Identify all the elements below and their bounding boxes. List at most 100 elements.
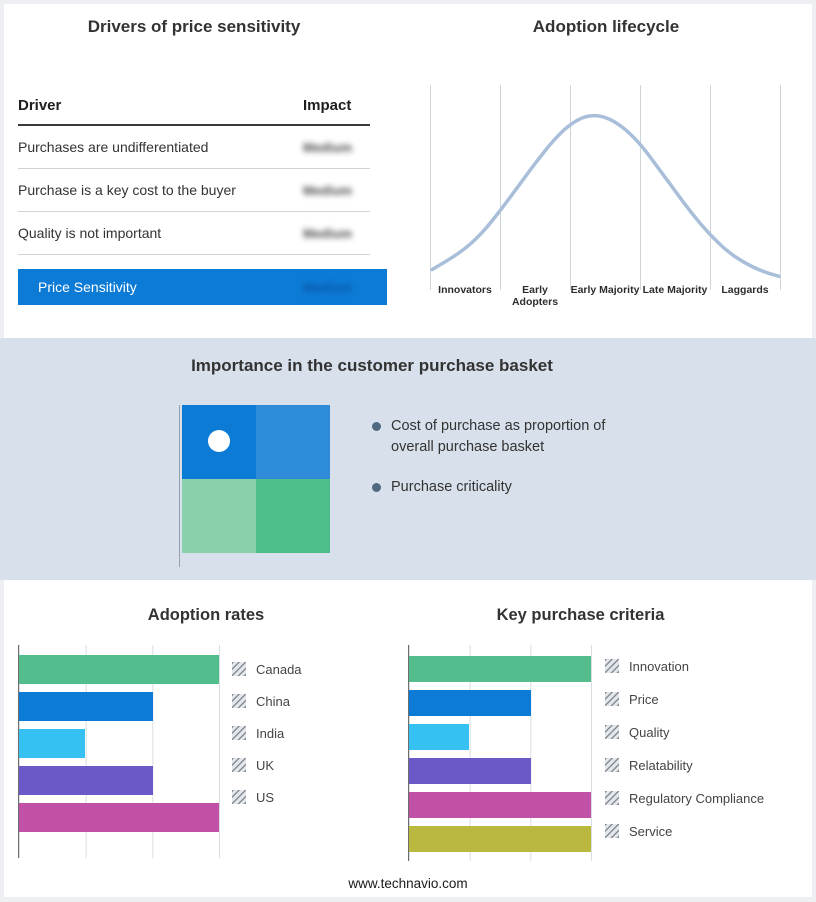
legend-item-china: China (232, 693, 302, 709)
price-sensitivity-impact-blurred: Medium (303, 279, 353, 295)
table-row: Purchase is a key cost to the buyer Medi… (18, 169, 370, 212)
hatched-swatch-icon (605, 791, 619, 805)
legend-item-service: Service (605, 823, 764, 839)
adoption-rates-legend: Canada China India UK US (232, 661, 302, 821)
legend-label: Regulatory Compliance (629, 790, 765, 806)
bar-relatability (409, 758, 531, 784)
impact-value-blurred: Medium (303, 139, 353, 155)
bar-regulatory-compliance (409, 792, 591, 818)
bar-row-uk (19, 766, 219, 795)
bar-row-india (19, 729, 219, 758)
driver-cell: Purchases are undifferentiated (18, 139, 209, 155)
quadrant-top-left (182, 405, 256, 479)
bar-quality (409, 724, 470, 750)
adoption-rates-chart (18, 645, 220, 858)
bar-canada (19, 655, 219, 684)
impact-value-blurred: Medium (303, 182, 353, 198)
hatched-swatch-icon (232, 694, 246, 708)
hatched-swatch-icon (232, 726, 246, 740)
purchase-basket-band (0, 338, 816, 580)
bar-us (19, 803, 219, 832)
driver-column-header: Driver (18, 97, 62, 114)
key-purchase-criteria-legend: Innovation Price Quality Relatability Regula… (605, 658, 764, 856)
legend-label: Canada (256, 661, 302, 677)
legend-label: US (256, 789, 275, 805)
bar-row-china (19, 692, 219, 721)
legend-item-canada: Canada (232, 661, 302, 677)
impact-value-blurred: Medium (303, 225, 353, 241)
lifecycle-chart (430, 85, 781, 290)
hatched-swatch-icon (605, 692, 619, 706)
legend-item-quality: Quality (605, 724, 764, 740)
impact-column-header: Impact (303, 97, 352, 114)
lifecycle-curve-svg (430, 113, 781, 279)
drivers-table: Driver Impact Purchases are undifferenti… (18, 97, 370, 255)
stage-label-early-adopters: Early Adopters (511, 284, 559, 309)
bar-china (19, 692, 153, 721)
bar-row-quality (409, 724, 591, 750)
legend-label: India (256, 725, 285, 741)
quadrant-top-right (256, 405, 330, 479)
bullet-item: Purchase criticality (372, 477, 634, 498)
table-row: Purchases are undifferentiated Medium (18, 126, 370, 169)
bar-innovation (409, 656, 591, 682)
bar-row-us (19, 803, 219, 832)
key-purchase-criteria-chart (408, 645, 592, 861)
adoption-rates-title: Adoption rates (147, 606, 265, 624)
quadrant-bottom-right (256, 479, 330, 553)
legend-item-india: India (232, 725, 302, 741)
legend-label: China (256, 693, 290, 709)
bullet-icon (372, 422, 381, 431)
bullet-icon (372, 483, 381, 493)
lifecycle-curve (430, 113, 781, 279)
legend-item-relatability: Relatability (605, 757, 764, 773)
bar-price (409, 690, 531, 716)
bar-row-service (409, 826, 591, 852)
legend-item-us: US (232, 789, 302, 805)
bar-row-innovation (409, 656, 591, 682)
hatched-swatch-icon (605, 824, 619, 838)
hatched-swatch-icon (232, 662, 246, 676)
bullet-text: Cost of purchase as proportion of overal… (391, 418, 606, 456)
legend-label: Price (629, 691, 659, 707)
lifecycle-stage-labels: Innovators Early Adopters Early Majority… (430, 284, 781, 308)
table-header-row: Driver Impact (18, 97, 370, 126)
legend-label: Quality (629, 724, 670, 740)
driver-cell: Purchase is a key cost to the buyer (18, 182, 236, 198)
legend-item-price: Price (605, 691, 764, 707)
legend-label: Relatability (629, 757, 693, 773)
lifecycle-section-title: Adoption lifecycle (532, 17, 680, 36)
bar-row-price (409, 690, 591, 716)
quadrant-axis-line (179, 405, 180, 567)
key-purchase-criteria-title: Key purchase criteria (496, 606, 665, 624)
bar-row-relatability (409, 758, 591, 784)
footer: www.technavio.com (0, 876, 816, 891)
price-sensitivity-label: Price Sensitivity (38, 279, 137, 295)
stage-label-laggards: Laggards (721, 284, 769, 296)
bullet-text: Purchase criticality (391, 479, 512, 496)
legend-label: Service (629, 823, 673, 839)
bar-service (409, 826, 591, 852)
hatched-swatch-icon (605, 659, 619, 673)
price-sensitivity-bar: Price Sensitivity Medium (18, 269, 387, 305)
hatched-swatch-icon (232, 758, 246, 772)
stage-label-innovators: Innovators (438, 284, 492, 296)
technavio-link[interactable]: www.technavio.com (348, 876, 468, 891)
quadrant-bottom-left (182, 479, 256, 553)
table-row: Quality is not important Medium (18, 212, 370, 255)
driver-cell: Quality is not important (18, 225, 162, 241)
legend-item-regulatory-compliance: Regulatory Compliance (605, 790, 764, 806)
hatched-swatch-icon (605, 725, 619, 739)
stage-label-early-majority: Early Majority (570, 284, 640, 296)
stage-label-late-majority: Late Majority (642, 284, 708, 296)
bar-india (19, 729, 85, 758)
hatched-swatch-icon (232, 790, 246, 804)
hatched-swatch-icon (605, 758, 619, 772)
legend-label: Innovation (629, 658, 689, 674)
bar-row-regulatory-compliance (409, 792, 591, 818)
bar-uk (19, 766, 153, 795)
basket-section-title: Importance in the customer purchase bask… (191, 356, 553, 375)
legend-item-innovation: Innovation (605, 658, 764, 674)
white-dot-marker (208, 430, 230, 452)
